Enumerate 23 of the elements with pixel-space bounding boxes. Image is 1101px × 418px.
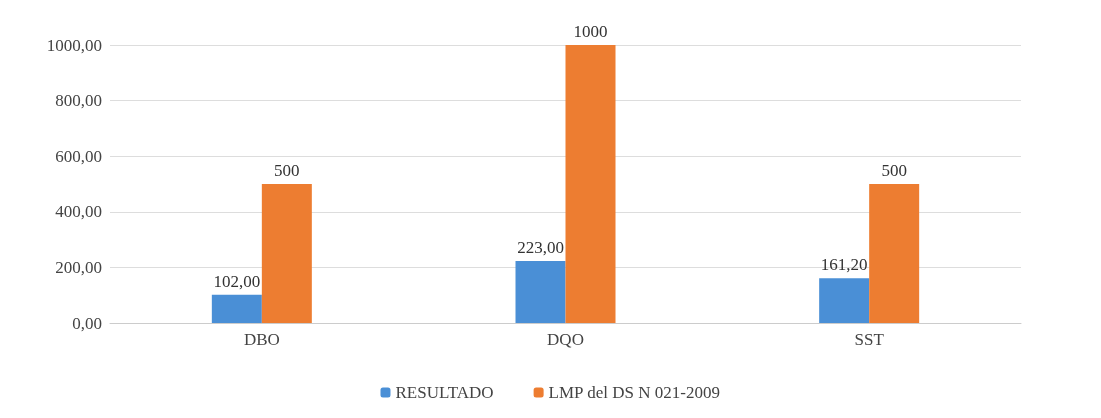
y-tick-label: 1000,00 (46, 35, 102, 55)
data-label: 223,00 (517, 238, 564, 258)
y-tick-label: 600,00 (55, 146, 102, 166)
legend-label: RESULTADO (395, 383, 494, 402)
y-tick-label: 800,00 (55, 91, 102, 111)
bar (565, 45, 616, 323)
bar (819, 278, 870, 323)
data-label: 500 (274, 161, 300, 180)
bar (211, 294, 262, 323)
legend-label: LMP del DS N 021-2009 (548, 383, 720, 402)
data-label: 500 (881, 161, 907, 180)
bar (261, 184, 312, 323)
y-tick-label: 0,00 (72, 313, 102, 333)
x-tick-label: DQO (547, 330, 584, 349)
x-tick-label: DBO (243, 330, 280, 349)
bar (869, 184, 920, 323)
y-tick-label: 400,00 (55, 202, 102, 222)
bar (515, 261, 566, 323)
data-label: 161,20 (820, 255, 868, 275)
data-label: 1000 (573, 22, 608, 41)
data-label: 102,00 (213, 271, 261, 291)
y-tick-label: 200,00 (55, 257, 102, 277)
x-tick-label: SST (854, 330, 885, 349)
